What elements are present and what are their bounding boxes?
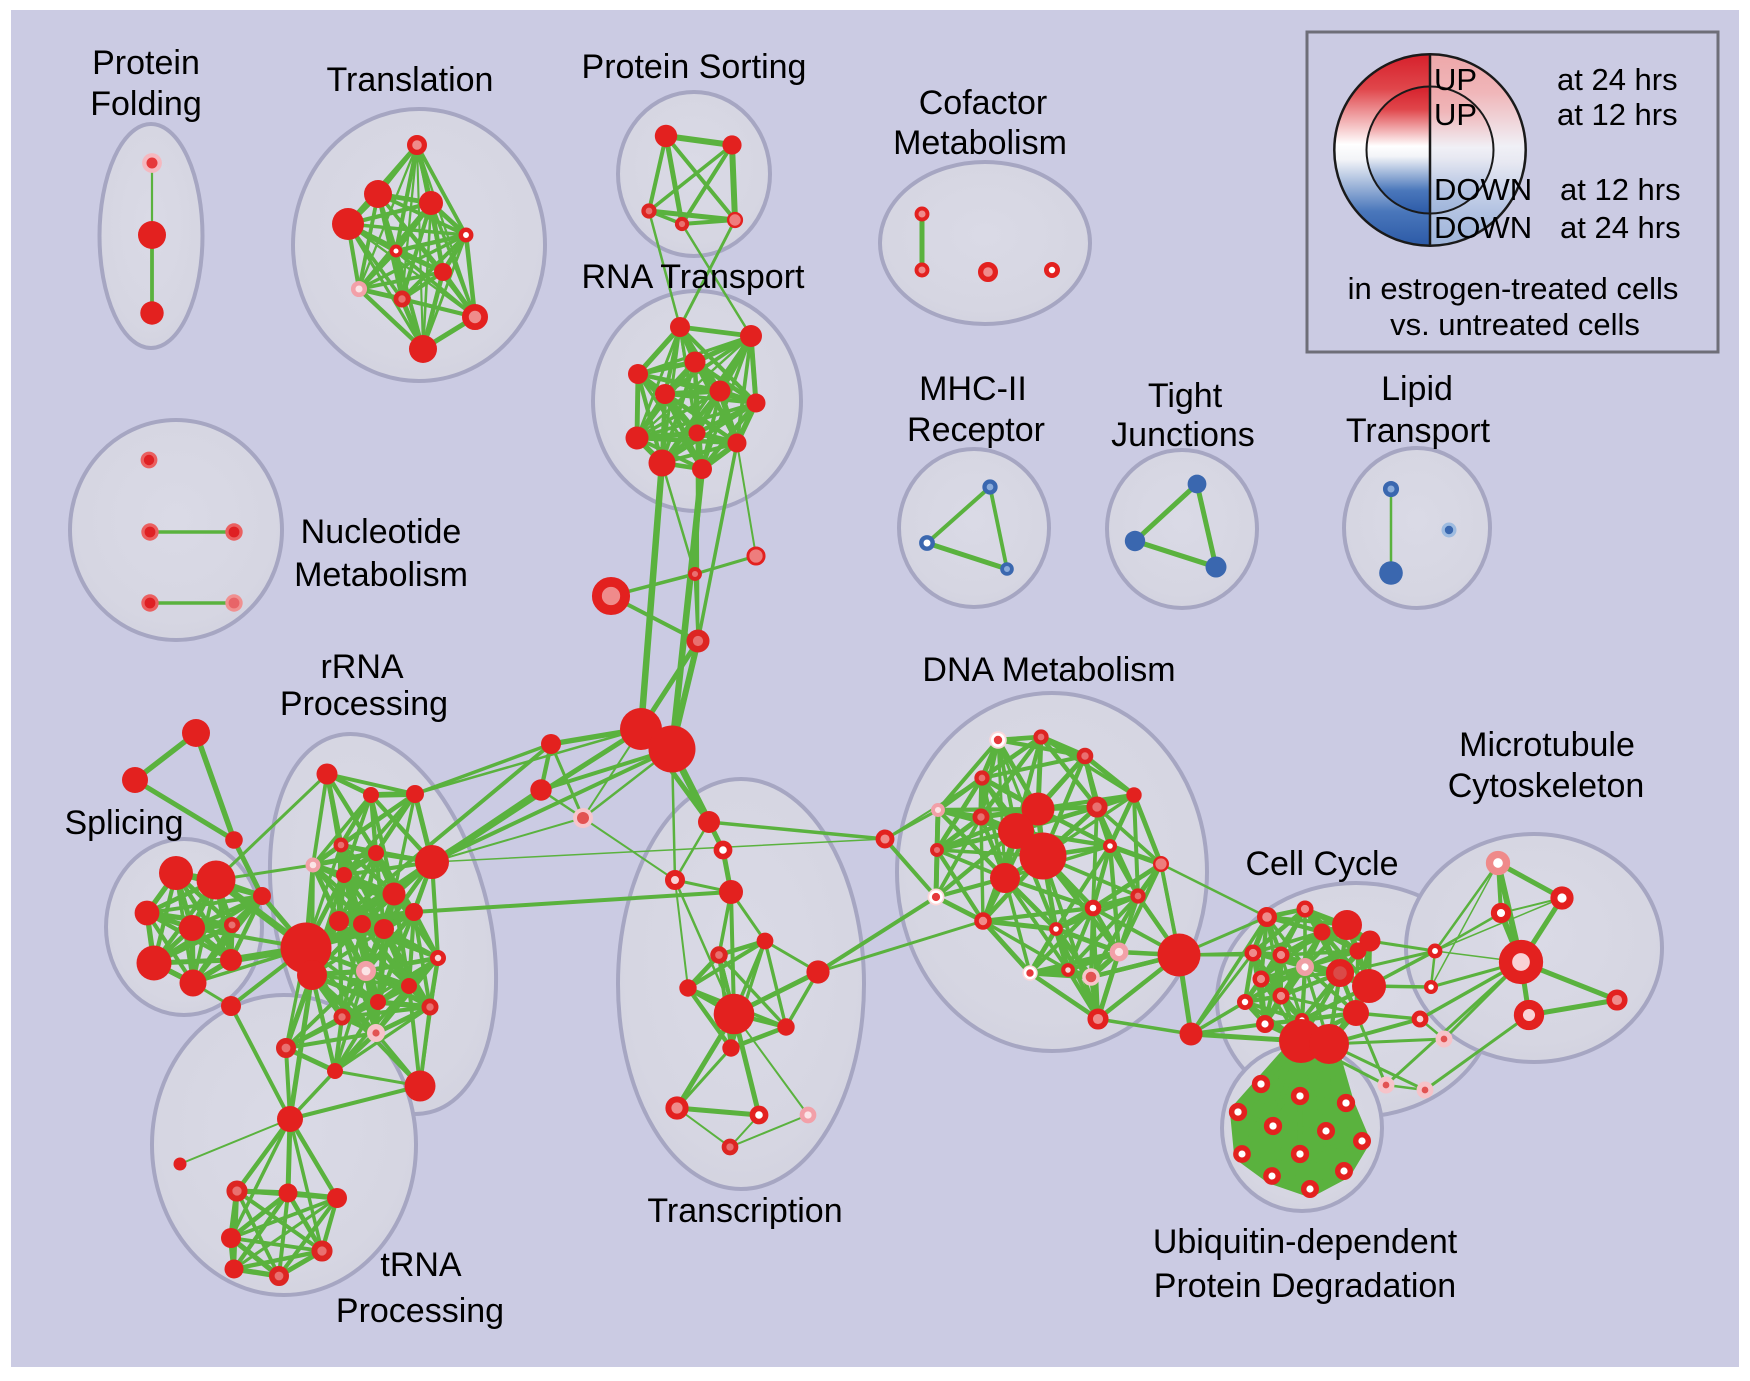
svg-text:at 24 hrs: at 24 hrs: [1557, 62, 1678, 97]
svg-text:at 24 hrs: at 24 hrs: [1560, 210, 1681, 245]
svg-text:DOWN: DOWN: [1434, 210, 1532, 245]
svg-text:UP: UP: [1434, 97, 1477, 132]
svg-text:rRNA: rRNA: [320, 648, 403, 686]
svg-text:Junctions: Junctions: [1111, 416, 1255, 454]
svg-text:Protein: Protein: [92, 44, 200, 82]
svg-text:RNA Transport: RNA Transport: [582, 258, 806, 296]
svg-text:tRNA: tRNA: [380, 1246, 462, 1284]
svg-text:DNA Metabolism: DNA Metabolism: [922, 651, 1175, 689]
svg-text:at 12 hrs: at 12 hrs: [1560, 172, 1681, 207]
svg-text:Metabolism: Metabolism: [893, 124, 1067, 162]
svg-text:Nucleotide: Nucleotide: [301, 513, 462, 551]
svg-text:Splicing: Splicing: [64, 804, 183, 842]
svg-text:vs. untreated cells: vs. untreated cells: [1390, 307, 1640, 342]
svg-text:Transport: Transport: [1346, 412, 1491, 450]
svg-text:MHC-II: MHC-II: [919, 370, 1027, 408]
svg-text:DOWN: DOWN: [1434, 172, 1532, 207]
svg-text:Folding: Folding: [90, 85, 202, 123]
svg-text:Transcription: Transcription: [647, 1192, 842, 1230]
svg-text:UP: UP: [1434, 62, 1477, 97]
svg-text:Translation: Translation: [327, 61, 494, 99]
svg-text:Processing: Processing: [280, 685, 448, 723]
svg-text:Lipid: Lipid: [1381, 370, 1453, 408]
svg-text:Cytoskeleton: Cytoskeleton: [1448, 767, 1645, 805]
svg-text:Processing: Processing: [336, 1292, 504, 1330]
svg-text:Ubiquitin-dependent: Ubiquitin-dependent: [1153, 1223, 1458, 1261]
svg-text:at 12 hrs: at 12 hrs: [1557, 97, 1678, 132]
svg-text:Cofactor: Cofactor: [919, 84, 1048, 122]
svg-text:Metabolism: Metabolism: [294, 556, 468, 594]
svg-text:in estrogen-treated cells: in estrogen-treated cells: [1348, 271, 1679, 306]
svg-text:Cell Cycle: Cell Cycle: [1245, 845, 1398, 883]
svg-text:Protein Degradation: Protein Degradation: [1154, 1267, 1456, 1305]
svg-text:Protein Sorting: Protein Sorting: [582, 48, 807, 86]
svg-text:Receptor: Receptor: [907, 411, 1045, 449]
svg-text:Microtubule: Microtubule: [1459, 726, 1635, 764]
svg-text:Tight: Tight: [1148, 377, 1223, 415]
